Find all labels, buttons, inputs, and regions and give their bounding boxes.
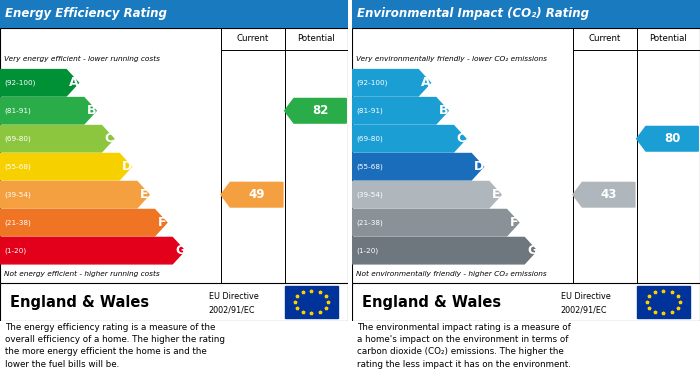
Text: (81-91): (81-91) <box>4 108 31 114</box>
Text: The environmental impact rating is a measure of
a home's impact on the environme: The environmental impact rating is a mea… <box>357 323 571 369</box>
Polygon shape <box>0 210 167 236</box>
Text: (21-38): (21-38) <box>356 219 383 226</box>
Text: Current: Current <box>589 34 621 43</box>
Text: England & Wales: England & Wales <box>363 294 502 310</box>
Text: Current: Current <box>237 34 269 43</box>
Text: The energy efficiency rating is a measure of the
overall efficiency of a home. T: The energy efficiency rating is a measur… <box>5 323 225 369</box>
Text: EU Directive: EU Directive <box>561 292 610 301</box>
Text: (21-38): (21-38) <box>4 219 31 226</box>
Text: B: B <box>439 104 448 117</box>
Text: (92-100): (92-100) <box>356 79 388 86</box>
Text: Very energy efficient - lower running costs: Very energy efficient - lower running co… <box>4 56 160 62</box>
Text: Not energy efficient - higher running costs: Not energy efficient - higher running co… <box>4 271 160 277</box>
Polygon shape <box>352 154 484 180</box>
Polygon shape <box>0 154 132 180</box>
Polygon shape <box>352 237 536 264</box>
Polygon shape <box>573 182 635 207</box>
Polygon shape <box>0 181 149 208</box>
Polygon shape <box>0 97 96 124</box>
Text: (69-80): (69-80) <box>356 136 383 142</box>
Text: (39-54): (39-54) <box>4 192 31 198</box>
Text: (69-80): (69-80) <box>4 136 31 142</box>
Text: 43: 43 <box>601 188 617 201</box>
Text: (92-100): (92-100) <box>4 79 36 86</box>
Text: Energy Efficiency Rating: Energy Efficiency Rating <box>5 7 167 20</box>
Text: England & Wales: England & Wales <box>10 294 150 310</box>
Polygon shape <box>221 182 283 207</box>
Polygon shape <box>352 181 501 208</box>
Polygon shape <box>0 70 78 96</box>
Polygon shape <box>352 97 448 124</box>
Text: F: F <box>510 216 518 229</box>
Text: (1-20): (1-20) <box>4 248 27 254</box>
Text: (1-20): (1-20) <box>356 248 378 254</box>
Text: (81-91): (81-91) <box>356 108 383 114</box>
Text: 49: 49 <box>248 188 265 201</box>
Text: Potential: Potential <box>298 34 335 43</box>
Text: Potential: Potential <box>650 34 687 43</box>
Text: B: B <box>87 104 97 117</box>
Text: 80: 80 <box>664 132 680 145</box>
Text: (55-68): (55-68) <box>356 163 383 170</box>
Bar <box>286 286 337 318</box>
Text: E: E <box>140 188 148 201</box>
Bar <box>638 286 690 318</box>
Text: 2002/91/EC: 2002/91/EC <box>209 305 256 314</box>
Polygon shape <box>0 237 185 264</box>
Text: G: G <box>527 244 538 257</box>
Text: C: C <box>104 132 113 145</box>
Text: C: C <box>456 132 466 145</box>
Text: Environmental Impact (CO₂) Rating: Environmental Impact (CO₂) Rating <box>357 7 589 20</box>
Polygon shape <box>637 126 699 151</box>
Polygon shape <box>352 126 466 152</box>
Text: (39-54): (39-54) <box>356 192 383 198</box>
Text: 2002/91/EC: 2002/91/EC <box>561 305 608 314</box>
Text: E: E <box>492 188 500 201</box>
Text: F: F <box>158 216 166 229</box>
Text: G: G <box>175 244 186 257</box>
Polygon shape <box>0 126 114 152</box>
Polygon shape <box>352 210 519 236</box>
Text: 82: 82 <box>312 104 328 117</box>
Text: Not environmentally friendly - higher CO₂ emissions: Not environmentally friendly - higher CO… <box>356 271 547 277</box>
Text: EU Directive: EU Directive <box>209 292 258 301</box>
Text: A: A <box>421 76 430 89</box>
Polygon shape <box>352 70 430 96</box>
Text: D: D <box>122 160 132 173</box>
Text: Very environmentally friendly - lower CO₂ emissions: Very environmentally friendly - lower CO… <box>356 56 547 62</box>
Text: A: A <box>69 76 78 89</box>
Text: (55-68): (55-68) <box>4 163 31 170</box>
Polygon shape <box>285 99 346 123</box>
Text: D: D <box>474 160 484 173</box>
